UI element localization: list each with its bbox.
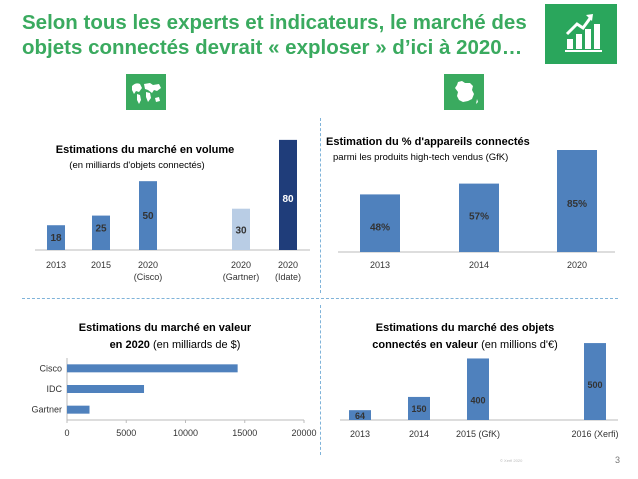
chart4-bar-1 (408, 396, 430, 420)
world-map-icon (126, 74, 166, 110)
chart1-subtitle: (en milliards d'objets connectés) (69, 160, 204, 171)
chart3-tick-0: 0 (64, 428, 69, 438)
chart1-label-2: 50 (142, 211, 154, 222)
chart4-bar-3 (584, 343, 606, 420)
chart1-cat-2-1: (Cisco) (134, 272, 163, 282)
chart3-title: Estimations du marché en valeur (79, 322, 252, 334)
chart3-cat-0: Cisco (39, 363, 62, 373)
chart2-label-2: 85% (567, 199, 587, 210)
copyright-note: © Xerfi 2020 (500, 458, 523, 463)
chart2-cat-0: 2013 (370, 260, 390, 270)
chart3-tick-2: 10000 (173, 428, 198, 438)
chart3-cat-2: Gartner (31, 405, 62, 415)
chart3-bar-2 (67, 405, 90, 414)
france-map-icon (444, 74, 484, 110)
page-number: 3 (614, 455, 620, 465)
chart4-cat-0: 2013 (350, 429, 370, 439)
chart4-title: Estimations du marché des objets (376, 322, 555, 334)
chart2-label-0: 48% (370, 222, 390, 233)
chart1-label-1: 25 (95, 224, 107, 235)
chart4-label-3: 500 (587, 380, 602, 390)
chart1-cat-3-0: 2020 (231, 260, 251, 270)
chart3-subtitle: en 2020 (en milliards de $) (110, 339, 241, 351)
chart4-subtitle: connectés en valeur (en millions d'€) (372, 339, 558, 351)
chart1-cat-1-0: 2015 (91, 260, 111, 270)
chart1-label-4: 80 (282, 194, 294, 205)
chart3-bar-0 (67, 364, 238, 373)
vertical-divider-top (320, 118, 321, 293)
horizontal-divider (22, 298, 618, 299)
chart4-label-2: 400 (470, 395, 485, 405)
chart3-cat-1: IDC (47, 384, 63, 394)
chart3-tick-1: 5000 (116, 428, 136, 438)
chart2-bar-1 (459, 183, 499, 252)
chart1-cat-3-1: (Gartner) (223, 272, 260, 282)
chart2-bar-2 (557, 150, 597, 252)
chart3-tick-3: 15000 (232, 428, 257, 438)
chart1-title: Estimations du marché en volume (56, 144, 235, 156)
chart1-bar-3 (232, 208, 250, 250)
chart2-cat-1: 2014 (469, 260, 489, 270)
chart2-bar-0 (360, 194, 400, 252)
chart4-cat-1: 2014 (409, 429, 429, 439)
chart2-subtitle: parmi les produits high-tech vendus (GfK… (333, 152, 508, 163)
chart1-label-0: 18 (50, 233, 62, 244)
title-line-2: objets connectés devrait « exploser » d’… (22, 36, 523, 59)
chart1-cat-4-0: 2020 (278, 260, 298, 270)
growth-chart-icon (545, 4, 617, 64)
chart3-tick-4: 20000 (291, 428, 316, 438)
chart4-label-0: 64 (355, 411, 365, 421)
chart2-label-1: 57% (469, 212, 489, 223)
chart4-cat-3: 2016 (Xerfi) (571, 429, 618, 439)
chart1-bar-1 (92, 215, 110, 250)
vertical-divider-bottom (320, 305, 321, 455)
page-title: Selon tous les experts et indicateurs, l… (22, 10, 527, 60)
chart1-bar-2 (139, 181, 157, 250)
chart1-cat-4-1: (Idate) (275, 272, 301, 282)
chart1-bar-4 (279, 139, 297, 250)
chart1-cat-2-0: 2020 (138, 260, 158, 270)
chart2-cat-2: 2020 (567, 260, 587, 270)
chart1-label-3: 30 (235, 226, 247, 237)
title-line-1: Selon tous les experts et indicateurs, l… (22, 11, 527, 34)
chart1-cat-0-0: 2013 (46, 260, 66, 270)
chart4-bar-2 (467, 358, 489, 420)
chart3-bar-1 (67, 385, 145, 393)
chart4-cat-2: 2015 (GfK) (456, 429, 500, 439)
chart1-bar-0 (47, 225, 65, 250)
chart4-label-1: 150 (411, 404, 426, 414)
chart2-title: Estimation du % d'appareils connectés (326, 136, 530, 148)
chart4-bar-0 (349, 410, 371, 420)
